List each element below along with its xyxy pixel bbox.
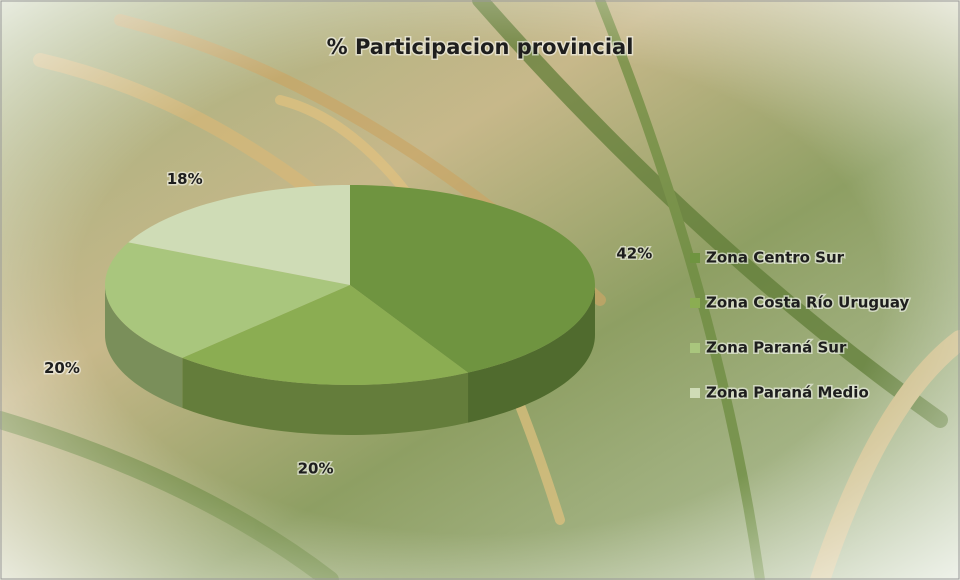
data-label: 18%: [167, 170, 203, 188]
data-label: 20%: [298, 460, 334, 478]
chart: % Participacion provincial 42%20%20%18% …: [0, 0, 960, 580]
legend-label: Zona Paraná Medio: [706, 384, 869, 402]
legend-swatch: [690, 298, 700, 308]
legend-swatch: [690, 388, 700, 398]
data-label: 20%: [44, 359, 80, 377]
data-label: 42%: [616, 244, 652, 262]
legend-label: Zona Centro Sur: [706, 249, 845, 267]
chart-title: % Participacion provincial: [327, 35, 634, 59]
legend-label: Zona Paraná Sur: [706, 339, 847, 357]
legend-swatch: [690, 253, 700, 263]
legend-swatch: [690, 343, 700, 353]
legend-label: Zona Costa Río Uruguay: [706, 294, 910, 312]
